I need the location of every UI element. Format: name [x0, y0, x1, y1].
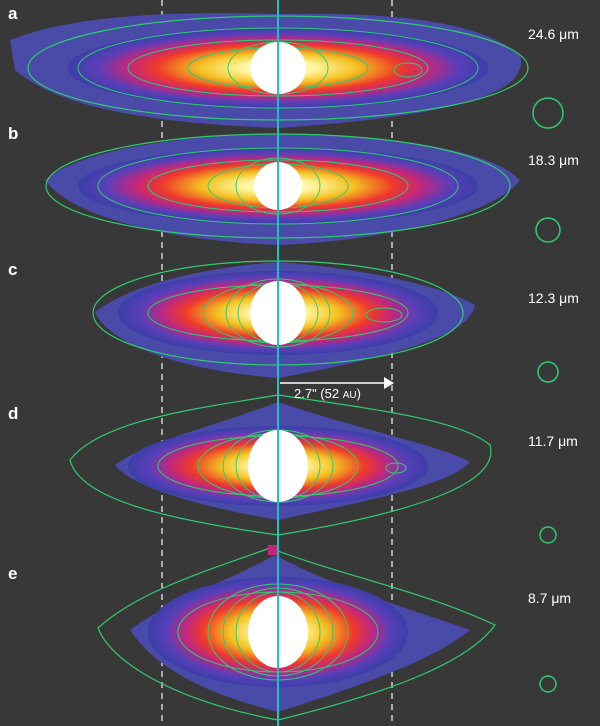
wavelength-label-a: 24.6 μm — [528, 26, 579, 42]
panel-letter-d: d — [8, 404, 19, 423]
scale-bar — [280, 377, 394, 389]
panel-letter-c: c — [8, 260, 18, 279]
panel-b-image — [45, 133, 520, 245]
panel-letter-e: e — [8, 564, 18, 583]
scale-bar-close: ) — [356, 386, 361, 401]
scale-bar-label: 2.7" (52 AU) — [294, 386, 361, 401]
beam-circle-c — [537, 361, 559, 383]
beam-circle-d — [539, 526, 557, 544]
scale-bar-au: AU — [342, 390, 357, 401]
beam-circle-b — [535, 217, 561, 243]
panel-a-image — [10, 13, 529, 129]
panel-letter-b: b — [8, 124, 19, 143]
scale-bar-arcsec: 2.7" (52 — [294, 386, 343, 401]
panel-c-image — [92, 260, 475, 378]
beam-circle-e — [539, 675, 557, 693]
beam-circle-a — [532, 97, 564, 129]
wavelength-label-b: 18.3 μm — [528, 152, 579, 168]
panel-letter-a: a — [8, 4, 18, 23]
wavelength-label-c: 12.3 μm — [528, 290, 579, 306]
panel-e-image — [97, 545, 496, 721]
wavelength-label-d: 11.7 μm — [528, 433, 578, 449]
wavelength-label-e: 8.7 μm — [528, 590, 572, 606]
panel-d-image — [69, 394, 492, 536]
